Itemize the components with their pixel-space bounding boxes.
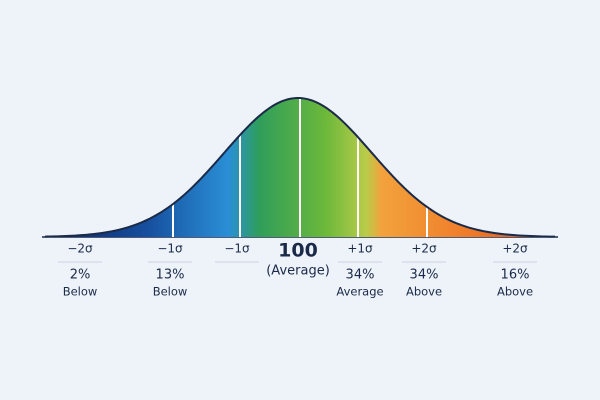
- caption: Average: [336, 285, 383, 299]
- sigma-label: +1σ: [347, 242, 373, 256]
- caption: Above: [406, 285, 442, 299]
- percent: 13%: [156, 268, 185, 283]
- percent: 16%: [501, 268, 530, 283]
- caption: Below: [153, 285, 188, 299]
- percent: 2%: [70, 268, 91, 283]
- sigma-label: −2σ: [67, 242, 93, 256]
- sigma-label: +2σ: [411, 242, 437, 256]
- sigma-label: −1σ: [224, 242, 250, 256]
- curve-outline: [44, 97, 556, 238]
- percent: 34%: [410, 268, 439, 283]
- caption: (Average): [266, 264, 330, 279]
- caption: Above: [497, 285, 533, 299]
- percent: 34%: [346, 268, 375, 283]
- sigma-label: −1σ: [157, 242, 183, 256]
- center-value: 100: [278, 240, 318, 262]
- caption: Below: [63, 285, 98, 299]
- sigma-label: +2σ: [502, 242, 528, 256]
- labels: −2σ 2% Below −1σ 13% Below −1σ 100 (Average) +1σ 3…: [58, 240, 537, 299]
